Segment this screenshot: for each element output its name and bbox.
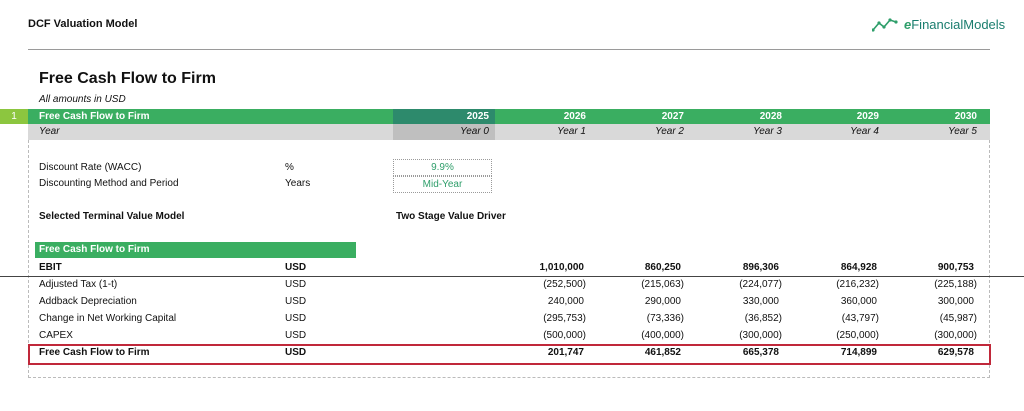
cell-year2[interactable]: 860,250 bbox=[644, 262, 681, 273]
section-title: Free Cash Flow to Firm bbox=[39, 70, 216, 87]
cell-year2[interactable]: 290,000 bbox=[644, 296, 681, 307]
cell-year2[interactable]: (73,336) bbox=[646, 313, 684, 324]
discount-method-label: Discounting Method and Period bbox=[39, 178, 179, 189]
cell-year4[interactable]: (250,000) bbox=[836, 330, 879, 341]
year0-band-cell bbox=[393, 109, 495, 124]
cell-year4[interactable]: 360,000 bbox=[840, 296, 877, 307]
cell-year5[interactable]: (45,987) bbox=[939, 313, 977, 324]
brand-name: eFinancialModels bbox=[904, 16, 1006, 32]
wacc-unit: % bbox=[285, 162, 294, 173]
row-unit: USD bbox=[285, 313, 307, 324]
terminal-model-label: Selected Terminal Value Model bbox=[39, 211, 185, 222]
year-name-4[interactable]: Year 4 bbox=[850, 126, 879, 137]
cell-year3[interactable]: 896,306 bbox=[742, 262, 779, 273]
cell-year4[interactable]: 864,928 bbox=[840, 262, 877, 273]
year-row-label: Year bbox=[39, 126, 60, 137]
row-unit: USD bbox=[285, 262, 307, 273]
row-label: Change in Net Working Capital bbox=[39, 313, 177, 324]
brand-logo: eFinancialModels bbox=[872, 14, 1005, 34]
cell-year3[interactable]: 330,000 bbox=[742, 296, 779, 307]
cell-year1[interactable]: 201,747 bbox=[547, 347, 584, 358]
table-row-nwc[interactable]: Change in Net Working Capital USD (295,7… bbox=[0, 311, 1024, 327]
cell-year1[interactable]: (500,000) bbox=[543, 330, 586, 341]
cell-year4[interactable]: (216,232) bbox=[836, 279, 879, 290]
row-label: Addback Depreciation bbox=[39, 296, 137, 307]
discount-method-input[interactable]: Mid-Year bbox=[393, 176, 492, 193]
band-label: Free Cash Flow to Firm bbox=[39, 111, 150, 122]
fcf-total-highlight bbox=[28, 344, 991, 365]
year-name-3[interactable]: Year 3 bbox=[753, 126, 782, 137]
row-label: EBIT bbox=[39, 262, 62, 273]
model-title: DCF Valuation Model bbox=[28, 18, 138, 30]
cell-year1[interactable]: (252,500) bbox=[543, 279, 586, 290]
cell-year1[interactable]: 1,010,000 bbox=[539, 262, 585, 273]
year-header-2026[interactable]: 2026 bbox=[563, 111, 586, 122]
cell-year5[interactable]: 900,753 bbox=[937, 262, 974, 273]
cell-year5[interactable]: (225,188) bbox=[934, 279, 977, 290]
row-label: Adjusted Tax (1-t) bbox=[39, 279, 118, 290]
year0-grey-cell bbox=[393, 124, 495, 140]
cell-year5[interactable]: 629,578 bbox=[937, 347, 974, 358]
cell-year3[interactable]: (36,852) bbox=[744, 313, 782, 324]
cell-year2[interactable]: (215,063) bbox=[641, 279, 684, 290]
cell-year5[interactable]: 300,000 bbox=[937, 296, 974, 307]
cell-year1[interactable]: (295,753) bbox=[543, 313, 586, 324]
year-name-1[interactable]: Year 1 bbox=[557, 126, 586, 137]
cell-year3[interactable]: (300,000) bbox=[739, 330, 782, 341]
year-header-2025[interactable]: 2025 bbox=[466, 111, 489, 122]
row-number[interactable]: 1 bbox=[0, 109, 28, 124]
header-divider bbox=[28, 49, 990, 50]
year-name-0[interactable]: Year 0 bbox=[460, 126, 489, 137]
wacc-input[interactable]: 9.9% bbox=[393, 159, 492, 176]
year-name-5[interactable]: Year 5 bbox=[948, 126, 977, 137]
year-name-2[interactable]: Year 2 bbox=[655, 126, 684, 137]
table-row-ebit[interactable]: EBIT USD 1,010,000 860,250 896,306 864,9… bbox=[0, 260, 1024, 277]
cell-year2[interactable]: 461,852 bbox=[644, 347, 681, 358]
wacc-label: Discount Rate (WACC) bbox=[39, 162, 142, 173]
cell-year5[interactable]: (300,000) bbox=[934, 330, 977, 341]
cell-year4[interactable]: (43,797) bbox=[841, 313, 879, 324]
cell-year1[interactable]: 240,000 bbox=[547, 296, 584, 307]
table-row-depreciation[interactable]: Addback Depreciation USD 240,000 290,000… bbox=[0, 294, 1024, 310]
row-unit: USD bbox=[285, 296, 307, 307]
year-header-2030[interactable]: 2030 bbox=[954, 111, 977, 122]
row-unit: USD bbox=[285, 347, 307, 358]
cell-year3[interactable]: 665,378 bbox=[742, 347, 779, 358]
cell-year2[interactable]: (400,000) bbox=[641, 330, 684, 341]
years-row bbox=[28, 124, 990, 140]
discount-method-unit: Years bbox=[285, 178, 311, 189]
chart-trend-icon bbox=[872, 18, 898, 32]
year-header-2028[interactable]: 2028 bbox=[759, 111, 782, 122]
section-subtitle: All amounts in USD bbox=[39, 94, 126, 105]
year-header-2029[interactable]: 2029 bbox=[856, 111, 879, 122]
table-row-capex[interactable]: CAPEX USD (500,000) (400,000) (300,000) … bbox=[0, 328, 1024, 344]
section-band bbox=[28, 109, 990, 124]
row-unit: USD bbox=[285, 279, 307, 290]
row-label: Free Cash Flow to Firm bbox=[39, 347, 150, 358]
table-row-fcf-total[interactable]: Free Cash Flow to Firm USD 201,747 461,8… bbox=[0, 345, 1024, 361]
terminal-model-value[interactable]: Two Stage Value Driver bbox=[396, 211, 506, 222]
table-row-tax[interactable]: Adjusted Tax (1-t) USD (252,500) (215,06… bbox=[0, 277, 1024, 293]
cell-year4[interactable]: 714,899 bbox=[840, 347, 877, 358]
row-unit: USD bbox=[285, 330, 307, 341]
model-border bbox=[28, 140, 990, 378]
year-header-2027[interactable]: 2027 bbox=[661, 111, 684, 122]
cell-year3[interactable]: (224,077) bbox=[739, 279, 782, 290]
row-label: CAPEX bbox=[39, 330, 73, 341]
fcf-section-header: Free Cash Flow to Firm bbox=[35, 242, 356, 258]
